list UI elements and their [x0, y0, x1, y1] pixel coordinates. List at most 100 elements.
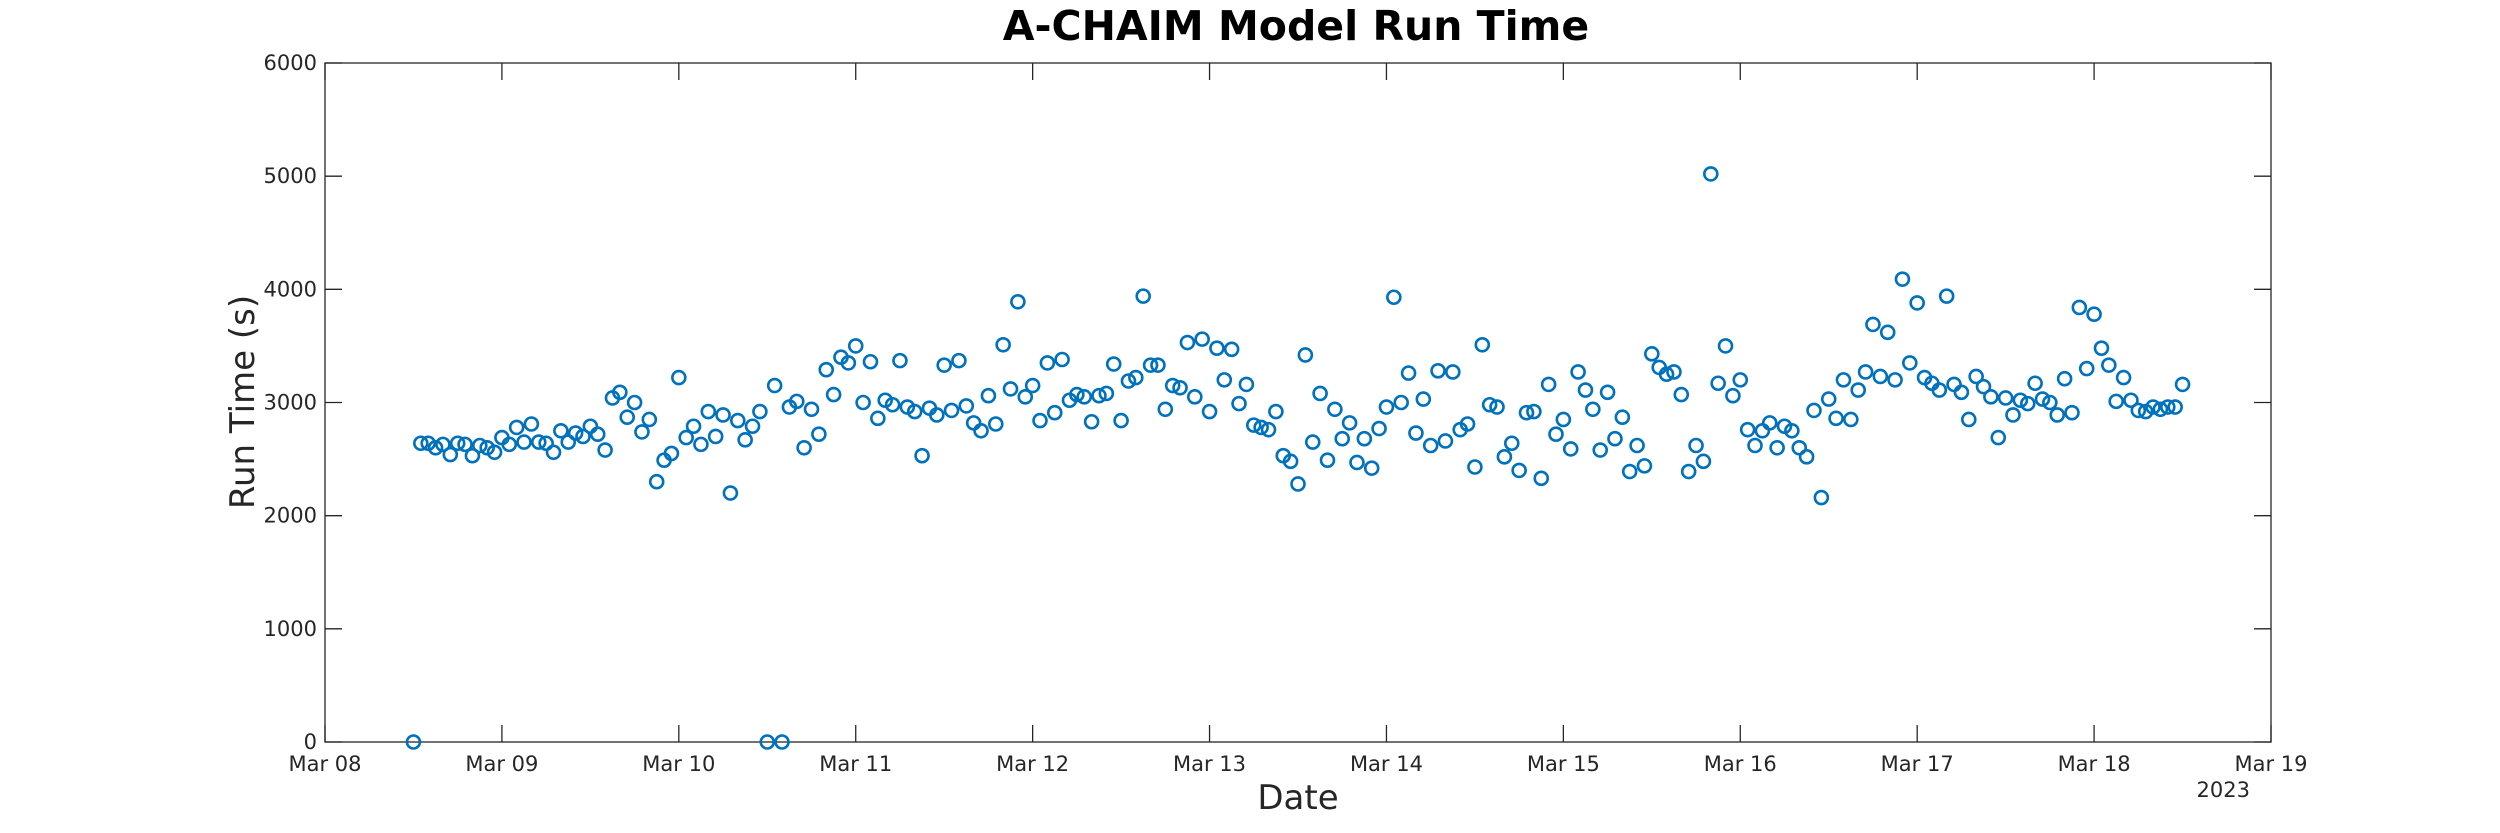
data-point: [663, 445, 680, 462]
data-point: [405, 734, 422, 750]
data-point: [2115, 369, 2132, 386]
data-point: [589, 426, 606, 442]
data-point: [1761, 415, 1778, 431]
data-point: [914, 447, 930, 464]
data-point: [803, 401, 820, 418]
data-point: [818, 361, 835, 378]
data-point: [2012, 392, 2029, 409]
data-point: [508, 419, 525, 436]
data-point: [722, 485, 739, 501]
data-point: [1511, 462, 1527, 479]
data-point: [1076, 389, 1093, 405]
data-point: [1481, 396, 1498, 413]
data-point: [1017, 389, 1034, 405]
data-point: [2027, 375, 2043, 392]
data-point: [2049, 407, 2066, 423]
data-point: [567, 425, 584, 441]
data-point: [1422, 437, 1439, 454]
data-point: [951, 352, 967, 369]
data-point: [1363, 460, 1380, 476]
data-point: [516, 434, 532, 450]
data-point: [1835, 372, 1852, 388]
data-point: [1024, 377, 1041, 394]
data-point: [457, 436, 473, 453]
data-point: [1386, 289, 1402, 306]
data-point: [685, 418, 702, 435]
data-point: [1850, 382, 1867, 398]
data-point: [1083, 413, 1100, 430]
data-point: [862, 353, 879, 370]
data-point: [2093, 340, 2110, 356]
data-point: [752, 403, 768, 420]
data-point: [774, 734, 790, 750]
data-point: [553, 422, 569, 439]
data-point: [1091, 387, 1107, 404]
data-point: [1253, 419, 1269, 436]
data-point: [766, 377, 783, 394]
data-point: [1953, 384, 1970, 401]
data-point: [1702, 166, 1719, 182]
data-point: [2086, 306, 2102, 323]
data-point: [759, 734, 776, 750]
data-point: [2101, 357, 2117, 373]
data-point: [1769, 439, 1785, 456]
data-point: [1054, 351, 1070, 368]
data-point: [1489, 399, 1505, 415]
data-point: [715, 407, 731, 423]
data-point: [1238, 376, 1255, 393]
data-point: [1879, 324, 1896, 341]
data-point: [1282, 453, 1299, 470]
data-point: [1629, 437, 1645, 454]
data-point: [641, 411, 658, 428]
data-point: [1688, 437, 1704, 454]
data-point: [1872, 368, 1889, 385]
data-point: [1194, 331, 1210, 347]
data-point: [1695, 453, 1712, 470]
y-tick-label: 4000: [264, 277, 317, 301]
data-point: [1784, 422, 1800, 439]
data-point: [2145, 399, 2161, 415]
data-point: [1304, 434, 1321, 450]
data-point: [973, 422, 989, 439]
x-tick-label: Mar 12: [996, 752, 1069, 776]
data-point: [1968, 368, 1984, 385]
data-point: [1223, 341, 1240, 358]
y-tick-label: 2000: [264, 504, 317, 528]
data-point: [2005, 407, 2021, 423]
x-tick-label: Mar 16: [1704, 752, 1777, 776]
data-point: [1245, 417, 1262, 433]
data-point: [1474, 336, 1491, 353]
data-point: [2152, 401, 2169, 418]
data-point: [1673, 386, 1690, 403]
data-point: [1430, 363, 1446, 379]
data-point: [1592, 442, 1609, 458]
data-point: [796, 439, 812, 456]
data-point: [788, 393, 805, 410]
data-point: [1142, 357, 1159, 373]
y-tick-label: 0: [304, 730, 317, 754]
data-point: [1164, 377, 1181, 394]
data-point: [1172, 379, 1188, 396]
y-tick-label: 5000: [264, 164, 317, 188]
data-point: [1496, 449, 1513, 465]
data-point: [1216, 372, 1233, 388]
data-point: [1599, 384, 1616, 401]
data-point: [619, 409, 636, 426]
data-point: [1415, 391, 1432, 407]
data-point: [980, 387, 997, 404]
data-point: [1327, 401, 1343, 418]
data-point: [2078, 360, 2095, 377]
data-point: [1069, 386, 1085, 403]
data-point: [678, 429, 694, 446]
data-point: [1445, 364, 1461, 380]
data-point: [1032, 412, 1048, 429]
data-point: [744, 418, 761, 435]
data-point: [442, 446, 459, 463]
data-point: [693, 436, 709, 453]
data-point: [929, 407, 945, 423]
data-point: [413, 435, 429, 452]
data-point: [870, 410, 886, 427]
x-tick-label: Mar 10: [642, 752, 715, 776]
data-point: [1621, 463, 1638, 480]
data-point: [1857, 364, 1874, 380]
